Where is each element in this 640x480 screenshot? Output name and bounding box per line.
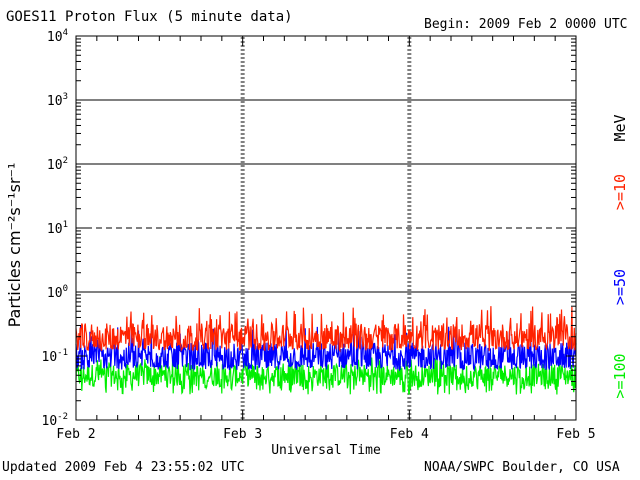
y-tick-label: 102 [47,156,68,173]
x-tick-label: Feb 5 [556,427,595,442]
y-axis-label: Particles cm⁻²s⁻¹sr⁻¹ [5,163,24,328]
y-tick-label: 10-2 [42,412,69,429]
x-axis-label: Universal Time [271,443,381,458]
x-tick-label: Feb 2 [56,427,95,442]
legend-ge50: >=50 [611,269,629,305]
y-tick-label: 100 [47,284,68,301]
data-source: NOAA/SWPC Boulder, CO USA [424,460,620,475]
x-tick-label: Feb 4 [390,427,429,442]
y-tick-label: 10-1 [42,348,69,365]
x-tick-label: Feb 3 [223,427,262,442]
chart-title: GOES11 Proton Flux (5 minute data) [6,9,293,25]
legend-ge100: >=100 [611,353,629,398]
updated-timestamp: Updated 2009 Feb 4 23:55:02 UTC [2,460,245,475]
y-tick-label: 103 [47,92,68,109]
energy-unit-label: MeV [611,114,629,141]
begin-time: Begin: 2009 Feb 2 0000 UTC [424,17,628,32]
y-tick-label: 104 [47,28,68,45]
series-line [75,325,577,372]
series-line [75,306,577,353]
y-tick-label: 101 [47,220,68,237]
legend-ge10: >=10 [611,174,629,210]
